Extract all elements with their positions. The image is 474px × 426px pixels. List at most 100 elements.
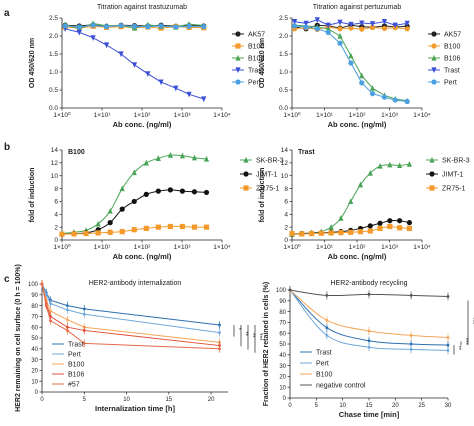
x-tick-label: 1×10³: [381, 244, 399, 251]
legend-label: Trast: [68, 342, 84, 349]
data-point: [44, 304, 48, 307]
x-tick-label: 1×10³: [381, 112, 399, 119]
data-point: [131, 169, 137, 176]
data-point: [367, 223, 373, 229]
data-point: [167, 223, 173, 230]
data-point: [49, 319, 52, 323]
data-point: [59, 231, 65, 237]
data-point: [409, 333, 413, 337]
legend-item: ZR75-1: [426, 185, 465, 193]
legend-marker: [235, 79, 241, 85]
legend-marker: [235, 54, 241, 61]
data-point: [397, 225, 403, 231]
data-point: [49, 302, 52, 305]
legend-label: B106: [444, 56, 460, 63]
legend-item: SK-BR-3: [240, 156, 284, 165]
legend-item: B106: [52, 372, 84, 379]
legend-label: B106: [248, 56, 264, 63]
data-point: [107, 229, 113, 235]
y-tick-label: 10: [281, 173, 289, 180]
significance-label: ***: [462, 338, 468, 346]
legend-item: Trast: [52, 342, 84, 349]
y-axis-label: OD 450/620 nm: [259, 38, 266, 88]
data-point: [381, 25, 388, 32]
data-point: [359, 26, 365, 32]
y-tick-label: 50: [31, 336, 38, 342]
y-axis-label: OD 450/620 nm: [29, 38, 36, 88]
chart-c-left: HER2-antibody internalization 0 5 10 15 20 0 10…: [15, 264, 262, 413]
x-tick-label: 5: [315, 403, 319, 409]
legend-item: Trast: [428, 67, 460, 75]
data-point: [119, 206, 125, 212]
data-point: [367, 292, 371, 296]
series-zr75-1: [59, 223, 210, 237]
legend-marker: [431, 67, 437, 74]
y-axis-label: fold of induction: [29, 168, 36, 223]
legend-item: ZR75-1: [240, 185, 279, 193]
data-point: [381, 94, 388, 100]
series-trast: [291, 17, 410, 29]
x-tick-label: 30: [445, 403, 452, 409]
y-tick-label: 60: [31, 325, 38, 331]
data-point: [158, 79, 164, 86]
panel-letter-b: b: [4, 142, 10, 153]
legend-label: Pert: [248, 80, 261, 87]
legend-marker: [431, 31, 437, 37]
legend-marker: [235, 43, 241, 49]
y-tick-label: 8: [54, 186, 58, 193]
y-tick-label: 2.5: [49, 15, 58, 22]
legend-label: ZR75-1: [256, 186, 279, 193]
y-axis-label: fold of induction: [259, 168, 266, 223]
series-line: [41, 283, 220, 326]
legend-item: Pert: [428, 79, 457, 87]
data-point: [155, 224, 161, 230]
data-point: [409, 294, 413, 297]
data-point: [155, 155, 161, 161]
y-tick-label: 30: [31, 358, 38, 364]
data-point: [348, 198, 354, 205]
legend-item: JIMT-1: [240, 171, 277, 179]
x-tick-label: 1×10¹: [316, 244, 334, 251]
legend-label: B100: [248, 44, 264, 51]
chart-b-right: Trast 1×10⁰ 1×10¹ 1×10² 1×10³ 1×10⁴ 0 2 4 6 8 10 12 1…: [259, 147, 470, 261]
legend-marker: [429, 171, 435, 177]
x-tick-label: 1×10⁴: [213, 244, 231, 251]
y-tick-label: 1.0: [279, 69, 288, 76]
x-tick-label: 20: [208, 397, 215, 403]
data-point: [82, 329, 86, 332]
y-tick-label: 50: [279, 342, 286, 348]
legend-label: Trast: [248, 68, 264, 75]
data-point: [83, 230, 89, 237]
y-tick-label: 90: [31, 293, 38, 299]
legend-label: Pert: [68, 352, 81, 359]
legend-label: #57: [68, 382, 80, 389]
data-point: [359, 72, 365, 79]
data-point: [325, 318, 329, 322]
legend-marker: [243, 156, 249, 163]
data-point: [65, 318, 69, 322]
x-axis-label: Chase time [min]: [339, 410, 400, 419]
significance-label: *: [235, 328, 241, 331]
legend-label: AK57: [444, 32, 461, 39]
data-point: [392, 22, 398, 29]
y-tick-label: 14: [51, 147, 59, 154]
data-point: [359, 20, 365, 27]
data-point: [325, 22, 331, 29]
data-point: [404, 26, 410, 32]
data-point: [44, 293, 48, 297]
significance-label: **: [242, 331, 248, 336]
data-point: [179, 152, 186, 159]
data-point: [314, 17, 320, 23]
data-point: [82, 312, 86, 316]
data-point: [337, 26, 343, 32]
legend-item: B100: [300, 372, 332, 379]
y-tick-label: 10: [51, 173, 59, 180]
data-point: [357, 181, 364, 188]
x-tick-label: 1×10¹: [316, 112, 334, 119]
data-point: [387, 223, 393, 230]
legend-item: Trast: [232, 67, 264, 75]
y-tick-label: 0: [54, 237, 58, 244]
series-trast: [62, 26, 207, 103]
x-tick-label: 1×10²: [134, 244, 152, 251]
y-tick-label: 80: [31, 304, 38, 310]
